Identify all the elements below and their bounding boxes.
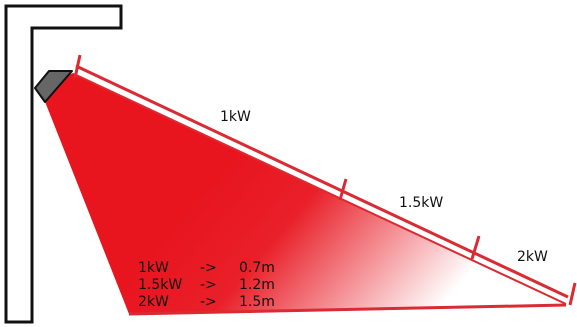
table-arrow-2: -> <box>200 277 217 293</box>
heater-icon <box>34 70 73 103</box>
table-power-3: 2kW <box>138 294 169 310</box>
tick-start <box>73 54 82 79</box>
power-label-2kw: 2kW <box>517 249 548 265</box>
beam-edge-bottom <box>128 303 567 316</box>
table-arrow-3: -> <box>200 294 217 310</box>
beam-edge-inner <box>73 73 567 305</box>
beam-edge-top <box>75 64 569 299</box>
table-distance-1: 0.7m <box>239 260 275 276</box>
tick-1kw <box>338 178 348 201</box>
power-label-1kw: 1kW <box>220 109 251 125</box>
table-power-1: 1kW <box>138 260 169 276</box>
tick-1-5kw <box>470 235 481 260</box>
heat-beam <box>40 73 568 314</box>
table-power-2: 1.5kW <box>138 277 182 293</box>
tick-2kw <box>568 282 577 306</box>
wall-bracket <box>4 4 123 324</box>
table-arrow-1: -> <box>200 260 217 276</box>
table-distance-3: 1.5m <box>239 294 275 310</box>
table-distance-2: 1.2m <box>239 277 275 293</box>
power-label-1-5kw: 1.5kW <box>399 195 443 211</box>
